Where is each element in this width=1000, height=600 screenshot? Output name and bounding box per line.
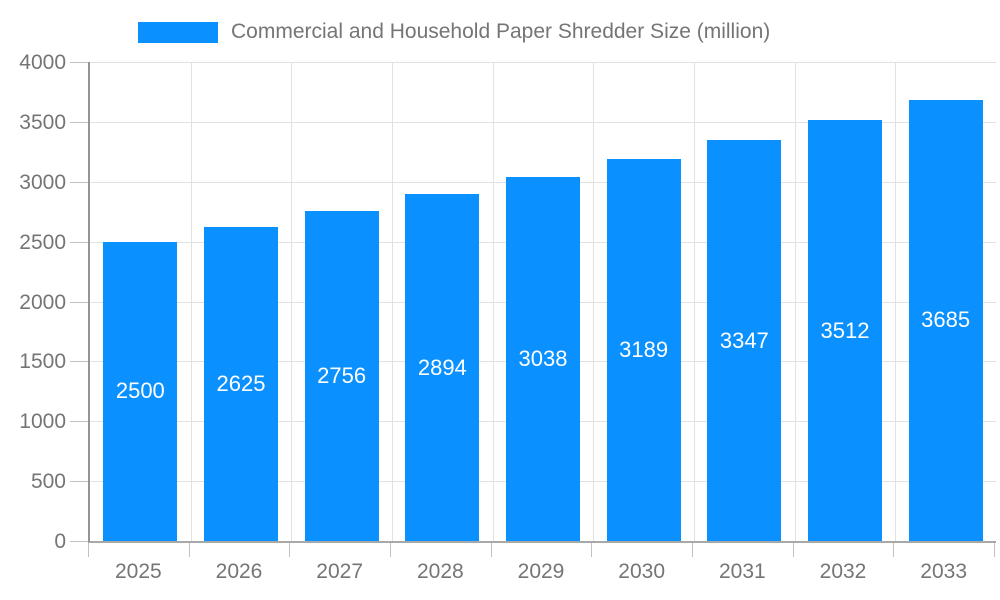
x-axis-tick bbox=[893, 543, 895, 557]
v-gridline bbox=[190, 62, 192, 541]
bar-2025[interactable]: 2500 bbox=[103, 241, 178, 541]
v-gridline bbox=[392, 62, 393, 541]
y-axis-label: 1500 bbox=[19, 350, 66, 374]
y-axis-tick bbox=[70, 121, 88, 123]
plot-area: 2500 2625 2756 2894 3038 3189 3347 3512 3685 bbox=[88, 62, 996, 543]
y-axis-tick bbox=[70, 361, 88, 363]
bar-value-label: 3038 bbox=[518, 346, 568, 372]
y-axis-label: 4000 bbox=[19, 51, 66, 74]
bar-value-label: 2756 bbox=[317, 362, 367, 388]
bar-2031[interactable]: 3347 bbox=[707, 140, 782, 541]
x-axis-label: 2028 bbox=[416, 560, 464, 583]
x-axis-tick bbox=[994, 543, 995, 557]
x-axis-label: 2027 bbox=[316, 560, 364, 583]
bar-value-label: 3685 bbox=[921, 307, 971, 333]
x-axis-label: 2030 bbox=[618, 560, 666, 583]
v-gridline bbox=[593, 62, 595, 541]
v-gridline bbox=[492, 62, 494, 541]
v-gridline bbox=[895, 62, 897, 541]
v-gridline bbox=[291, 62, 293, 541]
legend[interactable]: Commercial and Household Paper Shredder … bbox=[138, 20, 770, 44]
h-gridline bbox=[90, 62, 996, 63]
legend-swatch[interactable] bbox=[138, 21, 218, 43]
y-axis-label: 2000 bbox=[19, 290, 66, 314]
y-axis-tick bbox=[70, 541, 88, 542]
bar-value-label: 2625 bbox=[216, 370, 266, 396]
y-axis-label: 500 bbox=[30, 470, 66, 494]
x-axis-label: 2033 bbox=[920, 560, 968, 583]
x-axis-tick bbox=[188, 543, 190, 557]
y-axis-label: 3500 bbox=[19, 110, 66, 134]
bar-2026[interactable]: 2625 bbox=[204, 226, 278, 541]
y-axis-label: 0 bbox=[54, 530, 66, 553]
bar-2028[interactable]: 2894 bbox=[405, 194, 480, 541]
bar-value-label: 3512 bbox=[820, 317, 870, 343]
bar-2030[interactable]: 3189 bbox=[606, 159, 681, 541]
x-axis-tick bbox=[792, 543, 794, 557]
bar-value-label: 3189 bbox=[619, 337, 669, 363]
legend-label: Commercial and Household Paper Shredder … bbox=[231, 20, 771, 43]
y-axis-label: 3000 bbox=[19, 170, 66, 194]
y-axis-tick bbox=[70, 181, 88, 183]
x-axis-tick bbox=[490, 543, 492, 557]
x-axis-label: 2032 bbox=[819, 560, 867, 583]
bar-2029[interactable]: 3038 bbox=[506, 177, 580, 541]
h-gridline bbox=[90, 121, 996, 123]
x-axis-label: 2029 bbox=[517, 560, 565, 583]
y-axis-label: 1000 bbox=[19, 410, 66, 434]
x-axis-label: 2026 bbox=[215, 560, 263, 583]
x-axis-tick bbox=[390, 543, 391, 557]
bar-value-label: 3347 bbox=[719, 327, 769, 353]
x-axis-tick bbox=[692, 543, 693, 557]
bar-value-label: 2500 bbox=[115, 378, 165, 404]
bar-2032[interactable]: 3512 bbox=[808, 120, 882, 541]
bar-value-label: 2894 bbox=[417, 354, 467, 380]
x-axis-tick bbox=[289, 543, 291, 557]
y-axis-tick bbox=[70, 481, 88, 483]
y-axis-tick bbox=[70, 421, 88, 423]
y-axis-label: 2500 bbox=[19, 230, 66, 254]
y-axis-tick bbox=[70, 241, 88, 243]
bar-2033[interactable]: 3685 bbox=[908, 99, 983, 541]
x-axis-label: 2031 bbox=[718, 560, 766, 583]
x-axis-tick bbox=[591, 543, 593, 557]
x-axis-label: 2025 bbox=[114, 560, 162, 583]
y-axis-tick bbox=[70, 62, 88, 63]
bar-2027[interactable]: 2756 bbox=[304, 210, 379, 541]
x-axis-tick bbox=[88, 543, 89, 557]
v-gridline bbox=[794, 62, 796, 541]
v-gridline bbox=[694, 62, 695, 541]
y-axis-tick bbox=[70, 301, 88, 303]
